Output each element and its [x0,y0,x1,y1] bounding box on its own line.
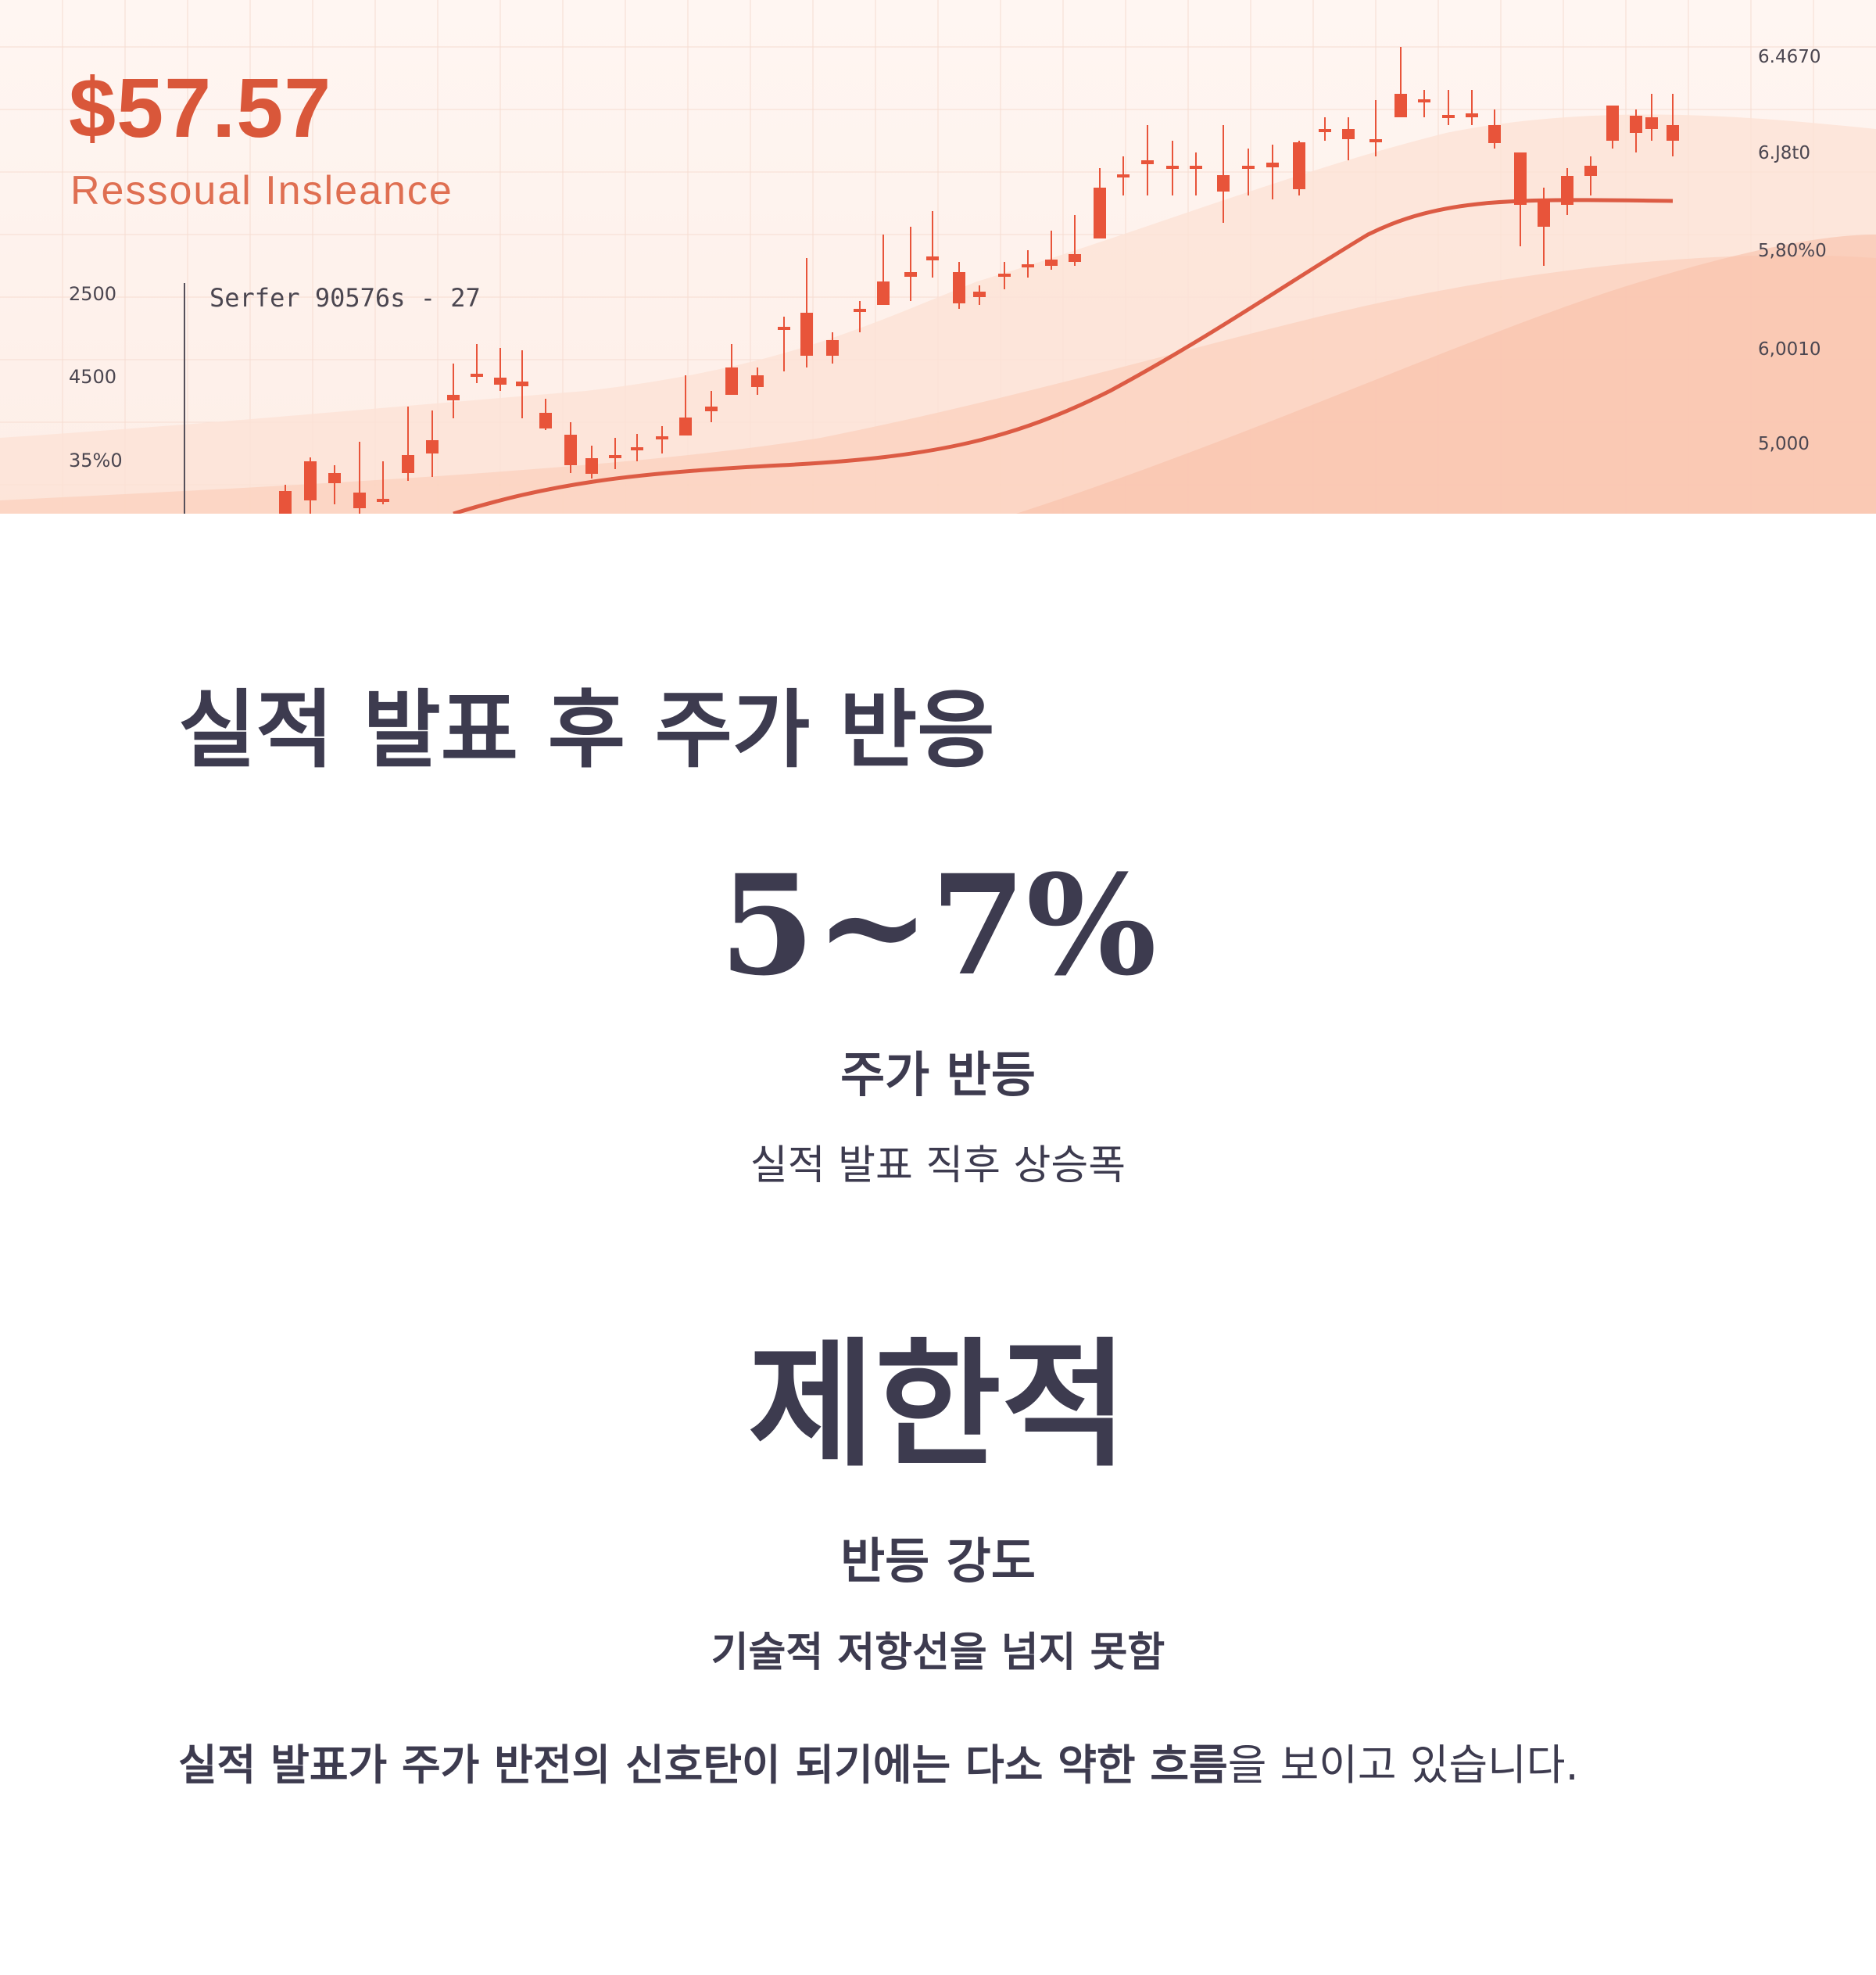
candle-body [1514,152,1527,205]
candle-body [585,458,598,474]
candle-body [904,272,917,277]
candle-body [1022,264,1034,267]
hero-chart-image: $57.57 Ressoual Insleance Serfer 90576s … [0,0,1876,514]
hero-price: $57.57 [69,60,332,155]
candle-body [725,367,738,395]
candle-body [1069,254,1081,262]
left-tick-label: 35%0 [69,450,123,471]
candle-body [1190,166,1202,169]
candle-body [1418,99,1430,102]
left-tick-label: 4500 [69,366,117,388]
candlestick-illustration [0,0,1876,514]
candle-body [1117,174,1130,177]
candle-body [953,272,965,303]
candle-body [705,407,718,411]
candle-body [609,455,621,458]
trend-line [453,198,1674,514]
conclusion-text: 실적 발표가 주가 반전의 신호탄이 되기에는 다소 약한 흐름을 보이고 있습… [178,1740,1579,1791]
candle-body [353,493,366,508]
candle-body [377,499,389,502]
candle-body [1488,125,1501,143]
stat-desc-strength: 기술적 저항선을 넘지 못함 [711,1629,1165,1676]
candle-body [516,382,528,386]
hero-subtitle: Ressoual Insleance [70,168,453,213]
right-tick-label: 6.4670 [1758,47,1821,67]
candle-body [1342,129,1355,139]
candle-body [1630,116,1642,133]
candle-body [1369,139,1382,142]
hero-axis-line [184,283,185,514]
candle-body [1045,260,1058,266]
left-tick-label: 2500 [69,283,117,305]
candle-body [1466,113,1478,117]
candle-body [998,274,1011,277]
candle-body [1266,163,1279,167]
candle-body [1645,117,1658,129]
candle-body [402,455,414,473]
candle-body [1141,160,1154,164]
stat-label-strength: 반등 강도 [840,1532,1036,1590]
candle-body [1394,94,1407,117]
candle-body [304,461,317,500]
candle-body [447,395,460,400]
candle-body [426,440,439,453]
stat-label-rebound: 주가 반등 [840,1046,1036,1103]
candle-body [471,374,483,377]
candle-body [1561,176,1573,205]
candle-body [1242,166,1255,169]
candle-body [1442,115,1455,118]
candle-body [564,435,577,465]
candle-body [973,292,986,297]
candle-body [1293,142,1305,189]
candle-body [1667,125,1679,141]
candle-body [679,418,692,436]
candle-body [494,378,507,385]
candle-body [1538,199,1550,227]
candle-body [1166,166,1179,169]
candle-body [279,491,292,514]
hero-note: Serfer 90576s - 27 [209,283,481,313]
stat-desc-rebound: 실적 발표 직후 상승폭 [750,1142,1126,1189]
background-area-dark [1016,235,1876,514]
candle-body [1584,166,1597,176]
candle-body [328,473,341,483]
conclusion-emphasis: 실적 발표가 주가 반전의 신호탄이 되기에는 다소 약한 흐름 [178,1740,1228,1790]
candle-body [854,309,866,312]
stat-value-rebound: 5~7% [719,844,1157,1006]
candle-body [800,313,813,356]
candle-body [1217,175,1230,192]
candles-group [279,47,1679,514]
candle-body [778,327,790,330]
stat-value-strength: 제한적 [748,1325,1128,1486]
page-title: 실적 발표 후 주가 반응 [178,682,995,780]
candle-body [1094,188,1106,238]
candle-body [751,375,764,387]
candle-body [826,340,839,356]
candle-body [1319,129,1331,132]
right-tick-label: 5,000 [1758,434,1810,454]
right-tick-label: 6.J8t0 [1758,143,1811,163]
right-tick-label: 5,80%0 [1758,241,1827,261]
conclusion-rest: 을 보이고 있습니다. [1227,1740,1579,1790]
candle-body [656,436,668,439]
candle-body [1606,106,1619,141]
candle-body [539,413,552,428]
candle-body [631,447,643,450]
candle-body [926,256,939,260]
candle-body [877,281,890,305]
right-tick-label: 6,0010 [1758,339,1821,360]
